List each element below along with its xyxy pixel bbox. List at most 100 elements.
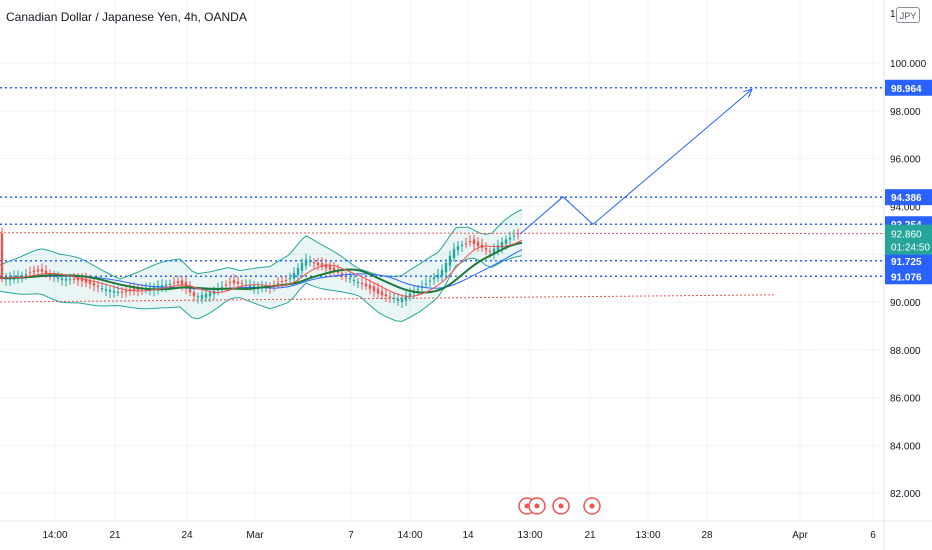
candle-body <box>332 267 336 272</box>
candle-body <box>436 274 440 278</box>
candle-body <box>172 282 176 284</box>
candle-body <box>396 299 400 301</box>
candle-body <box>224 284 228 286</box>
x-tick-label: Mar <box>246 530 264 541</box>
candle-body <box>36 269 40 272</box>
candle-body <box>492 248 496 255</box>
candle-body <box>92 282 96 286</box>
candle-body <box>440 269 444 277</box>
bb-fill <box>0 209 522 322</box>
x-tick-label: 14:00 <box>397 530 422 541</box>
candle-body <box>508 237 512 240</box>
event-marker-dot <box>589 503 595 509</box>
candle-body <box>104 289 108 291</box>
candle-body <box>496 245 500 252</box>
level-price-label: 98.964 <box>891 84 922 95</box>
candle-body <box>180 280 184 285</box>
candle-body <box>164 284 168 287</box>
economic-events[interactable] <box>518 497 601 515</box>
candle-body <box>100 288 104 290</box>
candle-body <box>132 288 136 291</box>
candle-body <box>488 251 492 253</box>
candle-body <box>72 278 76 280</box>
candle-body <box>68 279 72 281</box>
candle-body <box>504 239 508 244</box>
candle-body <box>432 277 436 280</box>
level-price-label: 91.076 <box>891 272 922 283</box>
candle-body <box>308 261 312 263</box>
candle-body <box>464 243 468 245</box>
candle-body <box>416 288 420 290</box>
candle-body <box>84 278 88 283</box>
x-tick-label: 24 <box>181 530 193 541</box>
candle-body <box>380 291 384 296</box>
x-tick-label: 13:00 <box>635 530 660 541</box>
candle-body <box>468 241 472 243</box>
candle-body <box>500 242 504 249</box>
candle-body <box>364 283 368 287</box>
candle-body <box>320 263 324 267</box>
candle-body <box>408 293 412 298</box>
bollinger-bands <box>0 209 523 322</box>
candle-body <box>120 291 124 293</box>
candle-body <box>276 282 280 284</box>
x-tick-label: 6 <box>870 530 876 541</box>
bb-upper-line <box>0 209 523 280</box>
candle-body <box>236 281 240 284</box>
candle-body <box>76 278 80 281</box>
ma-fast-line <box>0 239 523 297</box>
trendlines <box>0 232 886 303</box>
candle-body <box>312 262 316 264</box>
candle-body <box>516 233 520 235</box>
candle-body <box>404 296 408 301</box>
x-tick-label: 14:00 <box>42 530 67 541</box>
candle-body <box>392 298 396 300</box>
candle-body <box>296 267 300 276</box>
candle-body <box>156 285 160 290</box>
projection-arrowhead[interactable] <box>743 88 753 98</box>
candle-body <box>112 291 116 293</box>
candle-body <box>60 278 64 281</box>
candle-body <box>220 286 224 288</box>
projection-peak-arrowhead[interactable] <box>556 196 570 203</box>
time-axis[interactable]: 14:00 21 24 Mar 7 14:00 14 13:00 21 13:00 28 Apr 6 <box>42 530 876 541</box>
y-tick-label: 94.000 <box>890 202 921 213</box>
candle-body <box>456 246 460 251</box>
event-marker-dot <box>524 503 530 509</box>
level-price-label: 94.386 <box>891 193 922 204</box>
level-price-badge <box>885 252 932 269</box>
projection-path[interactable] <box>519 88 753 235</box>
ma-mid-line <box>0 241 523 294</box>
y-tick-label: 82.000 <box>890 489 921 500</box>
candle-body <box>428 280 432 282</box>
candle-body <box>292 273 296 279</box>
candle-body <box>328 265 332 270</box>
currency-badge[interactable]: JPY <box>896 7 920 23</box>
candle-body <box>88 280 92 285</box>
candle-body <box>280 281 284 283</box>
candle-body <box>484 247 488 250</box>
candle-body <box>192 292 196 297</box>
candle-body <box>56 277 60 279</box>
trendline <box>0 294 776 303</box>
candle-body <box>248 285 252 288</box>
moving-averages <box>0 239 523 297</box>
candle-body <box>20 275 24 277</box>
y-tick-label: 100.000 <box>890 59 927 70</box>
projection-arrow[interactable] <box>519 88 753 235</box>
level-price-label: 91.725 <box>891 257 922 268</box>
candle-body <box>28 272 32 274</box>
candle-body <box>232 280 236 284</box>
candle-body <box>96 285 100 287</box>
candle-body <box>316 262 320 266</box>
candle-body <box>0 233 4 278</box>
x-tick-label: Apr <box>792 530 808 541</box>
candle-body <box>352 280 356 282</box>
price-labels: 98.96494.38693.25491.72591.07692.86001:2… <box>885 79 932 285</box>
candle-body <box>304 259 308 266</box>
candle-body <box>40 269 44 272</box>
candle-body <box>252 285 256 289</box>
candle-body <box>384 294 388 297</box>
candle-body <box>356 281 360 283</box>
